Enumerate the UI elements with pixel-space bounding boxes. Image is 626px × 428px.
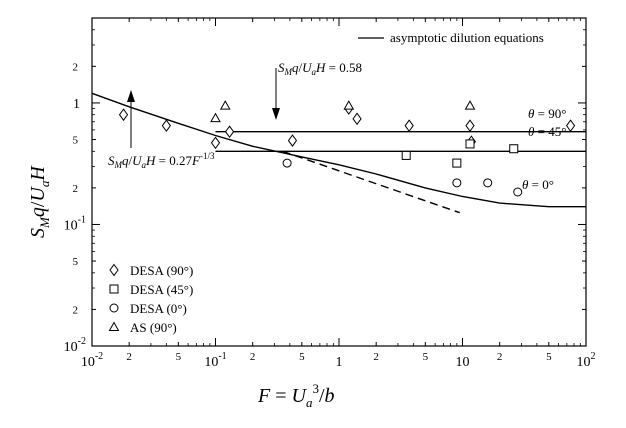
annotation-027-arrowhead [127, 90, 135, 102]
legend-label: DESA (90°) [130, 263, 193, 278]
x-minor-label: 5 [546, 351, 552, 363]
data-point-diamond [352, 112, 362, 126]
curves-layer [91, 92, 586, 214]
y-tick-label: 10-1 [64, 214, 86, 233]
theta-45-label: θ = 45° [528, 124, 566, 139]
y-minor-label: 5 [73, 135, 79, 147]
annotation-058-arrowhead [272, 108, 280, 120]
y-minor-label: 2 [73, 304, 79, 316]
data-point-circle [513, 187, 523, 197]
curve-1 [282, 150, 460, 214]
legend-label: AS (90°) [130, 320, 177, 335]
annotation-058: SMq/UaH = 0.58 [278, 60, 362, 77]
data-point-diamond [224, 125, 235, 139]
x-axis-title: F = Ua3/b [257, 381, 335, 410]
x-tick-label: 102 [577, 351, 596, 370]
legend-label: DESA (45°) [130, 282, 193, 297]
data-point-diamond [565, 119, 576, 133]
x-minor-label: 5 [299, 351, 305, 363]
theta-0-label: θ = 0° [522, 177, 554, 192]
legend-marker-square [109, 284, 119, 294]
theta-90-label: θ = 90° [528, 106, 566, 121]
data-point-diamond [287, 134, 298, 147]
legend-line-label: asymptotic dilution equations [390, 30, 544, 45]
legend-marker-circle [109, 303, 119, 313]
points-layer [118, 100, 576, 197]
y-tick-label: 10-2 [64, 336, 86, 355]
annotation-027: SMq/UaH = 0.27F-1/3 [108, 151, 215, 170]
curve-0 [91, 92, 586, 208]
x-minor-label: 2 [373, 351, 379, 363]
data-point-circle [452, 178, 462, 188]
data-point-triangle [464, 100, 476, 110]
data-point-triangle [219, 100, 231, 110]
data-point-square [509, 144, 519, 154]
data-point-triangle [343, 100, 355, 110]
x-minor-label: 2 [497, 351, 503, 363]
legend-marker-diamond [109, 263, 119, 277]
data-point-circle [282, 158, 292, 168]
data-point-diamond [210, 136, 221, 150]
data-point-triangle [210, 112, 221, 123]
marker-legend: DESA (90°) DESA (45°) DESA (0°) AS (90°) [108, 263, 193, 335]
y-tick-label: 1 [73, 97, 80, 112]
axis-ticks [91, 18, 587, 347]
x-tick-label: 10-1 [204, 351, 226, 370]
tick-labels: 10-2 10-1 1 10 102 2 5 2 5 2 5 2 5 10-2 10-1 1 2 5 2 5 2 [64, 61, 596, 370]
y-minor-label: 2 [73, 183, 79, 195]
y-minor-label: 2 [73, 61, 79, 73]
x-minor-label: 2 [126, 351, 132, 363]
data-point-diamond [404, 119, 414, 133]
y-axis-title: SMq/UaH [27, 165, 52, 238]
data-point-square [452, 158, 462, 168]
data-point-diamond [161, 119, 171, 133]
data-point-square [401, 150, 411, 160]
y-minor-label: 5 [73, 256, 79, 268]
data-point-diamond [118, 108, 129, 122]
legend-label: DESA (0°) [130, 301, 187, 316]
data-point-diamond [465, 119, 475, 133]
x-tick-label: 10-2 [81, 351, 103, 370]
x-minor-label: 5 [176, 351, 182, 363]
x-minor-label: 2 [250, 351, 256, 363]
x-minor-label: 5 [423, 351, 429, 363]
data-point-square [465, 139, 475, 149]
data-point-circle [483, 178, 493, 188]
legend-marker-triangle [108, 321, 120, 331]
x-tick-label: 1 [336, 355, 343, 370]
x-tick-label: 10 [456, 355, 470, 370]
